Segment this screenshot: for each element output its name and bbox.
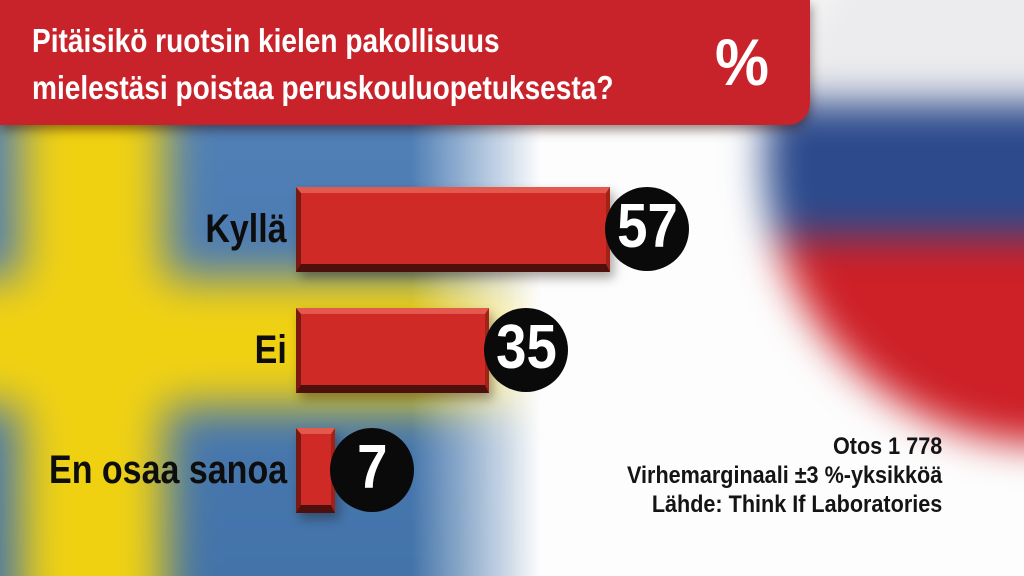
bar-kylla xyxy=(296,187,610,272)
question-line-2: mielestäsi poistaa peruskouluopetuksesta… xyxy=(32,69,614,106)
bar-label-ei: Ei xyxy=(254,328,287,372)
value-badge-ei: 35 xyxy=(484,308,568,392)
question-header: Pitäisikö ruotsin kielen pakollisuus mie… xyxy=(0,0,810,125)
value-text-en-osaa-sanoa: 7 xyxy=(356,433,388,502)
sample-size-text: Otos 1 778 xyxy=(832,433,942,460)
bar-ei xyxy=(296,308,489,393)
margin-of-error-text: Virhemarginaali ±3 %-yksikköä xyxy=(626,462,942,489)
bar-label-kylla: Kyllä xyxy=(205,207,287,251)
question-text: Pitäisikö ruotsin kielen pakollisuus mie… xyxy=(32,17,613,111)
bar-row-kylla: Kyllä 57 xyxy=(0,187,1024,272)
bar-en-osaa-sanoa xyxy=(296,428,335,513)
value-badge-en-osaa-sanoa: 7 xyxy=(330,428,414,512)
percent-symbol: % xyxy=(715,25,769,99)
value-text-kylla: 57 xyxy=(616,192,678,261)
value-badge-kylla: 57 xyxy=(605,187,689,271)
question-line-1: Pitäisikö ruotsin kielen pakollisuus xyxy=(32,22,500,59)
bar-label-en-osaa-sanoa: En osaa sanoa xyxy=(48,448,287,492)
value-text-ei: 35 xyxy=(495,313,557,382)
bar-row-ei: Ei 35 xyxy=(0,308,1024,393)
source-text: Lähde: Think If Laboratories xyxy=(651,491,942,518)
footer-notes: Otos 1 778 Virhemarginaali ±3 %-yksikköä… xyxy=(592,432,942,519)
bar-row-en-osaa-sanoa: En osaa sanoa 7 xyxy=(0,428,1024,513)
